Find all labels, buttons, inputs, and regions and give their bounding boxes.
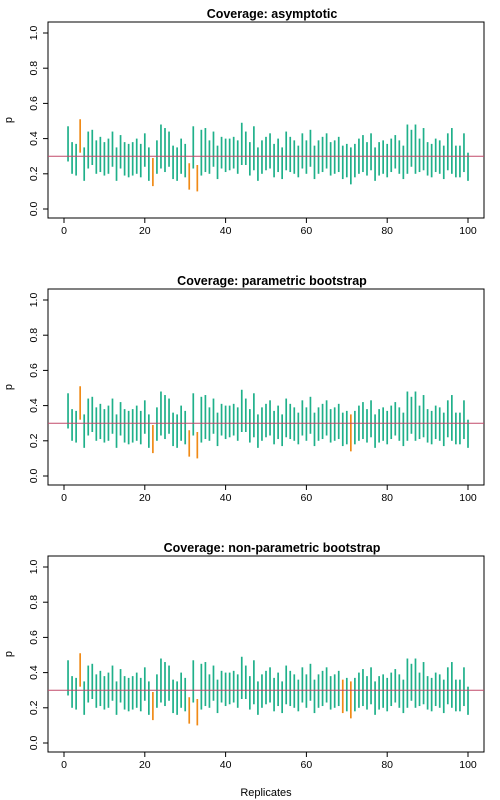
interval-bars [67,653,469,726]
panel-asymptotic: Coverage: asymptotic p 0 20 40 60 80 100 0.0 0.… [3,7,485,237]
plot-frame [47,555,485,753]
y-tick-label: 0.4 [28,131,40,146]
y-tick-label: 0.2 [28,166,40,181]
y-axis-label: p [3,384,15,390]
panel-non-parametric-bootstrap: Coverage: non-parametric bootstrap p 0 20… [3,541,485,799]
x-tick-label: 40 [220,225,232,237]
plot-frame [47,21,485,219]
panel-title: Coverage: parametric bootstrap [177,274,367,288]
interval-bars [67,386,469,459]
x-tick-label: 20 [139,759,151,771]
axes-ticks: 0 20 40 60 80 100 0.0 0.2 0.4 0.6 0.8 1.0 [28,560,477,771]
y-tick-label: 0.4 [28,665,40,680]
y-tick-label: 0.0 [28,202,40,217]
y-tick-label: 0.6 [28,363,40,378]
y-tick-label: 0.8 [28,595,40,610]
panel-title: Coverage: asymptotic [207,7,338,21]
x-tick-label: 60 [301,225,313,237]
y-tick-label: 0.6 [28,96,40,111]
axes-ticks: 0 20 40 60 80 100 0.0 0.2 0.4 0.6 0.8 1.0 [28,26,477,237]
x-axis-label: Replicates [240,787,292,799]
y-tick-label: 0.2 [28,700,40,715]
x-tick-label: 60 [301,492,313,504]
y-axis-label: p [3,651,15,657]
x-tick-label: 40 [220,492,232,504]
y-tick-label: 0.0 [28,469,40,484]
x-tick-label: 40 [220,759,232,771]
y-tick-label: 1.0 [28,26,40,41]
x-tick-label: 100 [459,492,477,504]
x-tick-label: 0 [61,225,67,237]
y-tick-label: 0.6 [28,630,40,645]
y-tick-label: 1.0 [28,293,40,308]
x-tick-label: 60 [301,759,313,771]
interval-bars [67,119,469,192]
y-tick-label: 0.4 [28,398,40,413]
y-axis-label: p [3,117,15,123]
x-tick-label: 0 [61,492,67,504]
x-tick-label: 20 [139,492,151,504]
x-tick-label: 0 [61,759,67,771]
x-tick-label: 80 [381,759,393,771]
x-tick-label: 100 [459,759,477,771]
y-tick-label: 0.8 [28,61,40,76]
plot-frame [47,288,485,486]
axes-ticks: 0 20 40 60 80 100 0.0 0.2 0.4 0.6 0.8 1.0 [28,293,477,504]
x-tick-label: 80 [381,225,393,237]
panel-title: Coverage: non-parametric bootstrap [164,541,381,555]
panel-parametric-bootstrap: Coverage: parametric bootstrap p 0 20 40 60… [3,274,485,504]
x-tick-label: 80 [381,492,393,504]
y-tick-label: 1.0 [28,560,40,575]
x-tick-label: 100 [459,225,477,237]
y-tick-label: 0.8 [28,328,40,343]
y-tick-label: 0.2 [28,433,40,448]
x-tick-label: 20 [139,225,151,237]
y-tick-label: 0.0 [28,736,40,751]
